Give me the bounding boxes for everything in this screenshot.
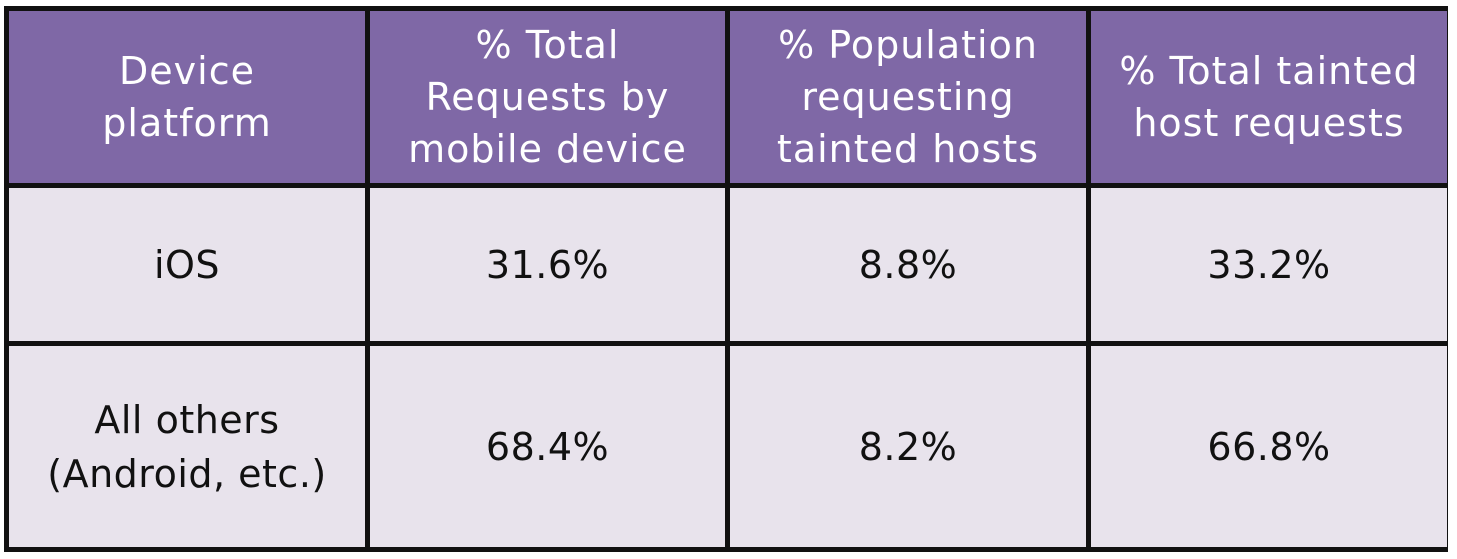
table-row: iOS 31.6% 8.8% 33.2% xyxy=(9,188,1447,342)
header-row: Device platform % Total Requests by mobi… xyxy=(9,11,1447,183)
cell-total-requests: 31.6% xyxy=(370,188,725,342)
cell-total-tainted: 66.8% xyxy=(1091,346,1447,547)
device-platform-table: Device platform % Total Requests by mobi… xyxy=(4,6,1452,552)
header-total-requests: % Total Requests by mobile device xyxy=(370,11,725,183)
cell-population-tainted: 8.2% xyxy=(730,346,1086,547)
data-table-container: Device platform % Total Requests by mobi… xyxy=(4,6,1448,552)
cell-population-tainted: 8.8% xyxy=(730,188,1086,342)
header-device-platform: Device platform xyxy=(9,11,365,183)
header-population-tainted: % Population requesting tainted hosts xyxy=(730,11,1086,183)
table-row: All others (Android, etc.) 68.4% 8.2% 66… xyxy=(9,346,1447,547)
cell-platform: iOS xyxy=(9,188,365,342)
cell-platform: All others (Android, etc.) xyxy=(9,346,365,547)
header-total-tainted: % Total tainted host requests xyxy=(1091,11,1447,183)
cell-total-tainted: 33.2% xyxy=(1091,188,1447,342)
cell-total-requests: 68.4% xyxy=(370,346,725,547)
